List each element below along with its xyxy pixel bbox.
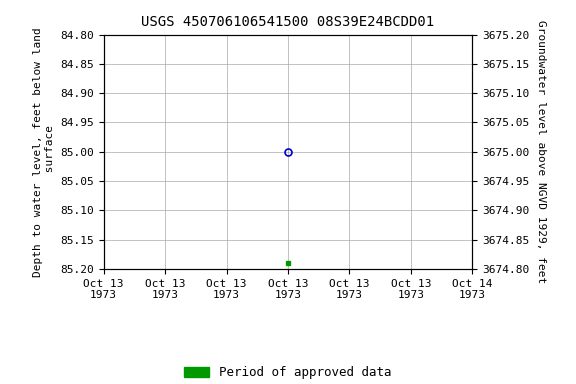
- Title: USGS 450706106541500 08S39E24BCDD01: USGS 450706106541500 08S39E24BCDD01: [142, 15, 434, 29]
- Legend: Period of approved data: Period of approved data: [179, 361, 397, 384]
- Y-axis label: Depth to water level, feet below land
 surface: Depth to water level, feet below land su…: [33, 27, 55, 276]
- Y-axis label: Groundwater level above NGVD 1929, feet: Groundwater level above NGVD 1929, feet: [536, 20, 546, 283]
